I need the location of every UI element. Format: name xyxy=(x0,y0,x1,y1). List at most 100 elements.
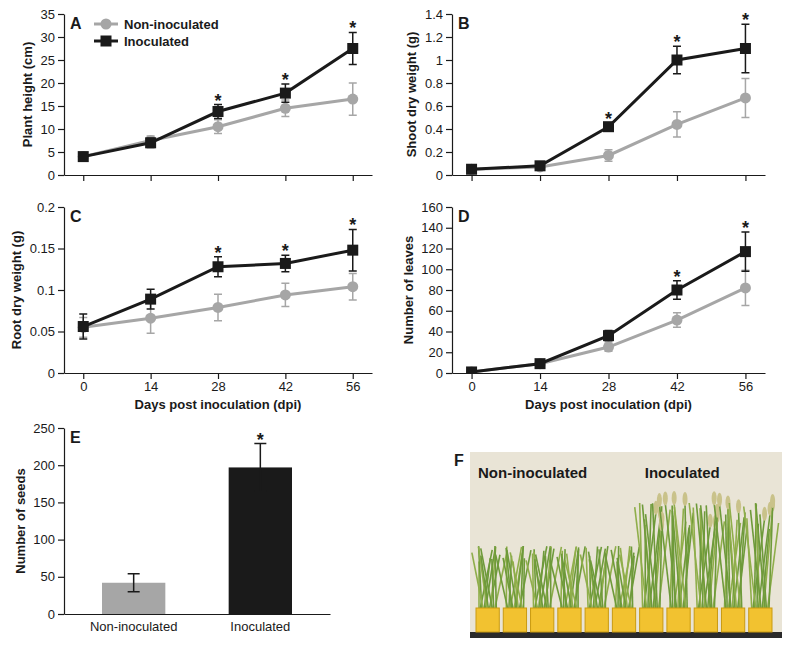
legend-item: Inoculated xyxy=(94,34,189,49)
data-point xyxy=(603,150,614,161)
seed-head xyxy=(708,514,713,528)
y-tick: 40 xyxy=(429,324,452,339)
x-tick xyxy=(151,175,152,181)
y-tick: 0.4 xyxy=(425,122,452,137)
significance-marker: * xyxy=(282,70,289,90)
y-tick: 0 xyxy=(436,168,452,183)
y-tick-mark xyxy=(58,502,64,503)
y-tick-label: 0 xyxy=(436,366,443,381)
leaf xyxy=(760,514,766,608)
data-point xyxy=(347,281,358,292)
y-tick: 50 xyxy=(41,569,64,584)
y-tick-label: 0.2 xyxy=(37,200,55,215)
x-tick-mark xyxy=(745,373,746,379)
data-point xyxy=(603,330,614,341)
data-point xyxy=(466,366,477,373)
x-tick xyxy=(609,175,610,181)
panel: 05101520253035Plant height (cm)***Non-in… xyxy=(20,7,372,183)
series-line xyxy=(472,49,746,170)
y-tick: 0.1 xyxy=(37,283,64,298)
seed-head xyxy=(762,507,767,521)
x-tick xyxy=(353,175,354,181)
panel: 00.20.40.60.811.21.4Shoot dry weight (g)… xyxy=(404,7,765,183)
panel-label: D xyxy=(458,208,470,225)
series xyxy=(78,273,359,337)
data-point xyxy=(740,282,751,293)
legend-marker xyxy=(101,19,112,30)
y-tick-mark xyxy=(446,311,452,312)
x-tick-label: 0 xyxy=(468,379,475,394)
series-line xyxy=(472,252,746,372)
y-tick-mark xyxy=(58,465,64,466)
y-tick-mark xyxy=(58,175,64,176)
y-tick-mark xyxy=(58,248,64,249)
y-axis-title: Number of leaves xyxy=(401,236,416,344)
significance-marker: * xyxy=(742,218,749,238)
y-tick-mark xyxy=(58,539,64,540)
y-tick-mark xyxy=(58,373,64,374)
leaf xyxy=(565,560,577,608)
data-point xyxy=(280,103,291,114)
y-tick-label: 0.4 xyxy=(425,122,443,137)
x-axis: Non-inoculatedInoculated xyxy=(65,615,331,635)
panel-label: E xyxy=(70,429,81,446)
leaf xyxy=(620,548,627,608)
x-axis xyxy=(65,175,373,181)
y-axis-line xyxy=(64,429,65,615)
y-tick-mark xyxy=(446,352,452,353)
y-tick-label: 100 xyxy=(421,262,443,277)
y-tick-mark xyxy=(446,129,452,130)
y-axis-title: Shoot dry weight (g) xyxy=(404,32,419,158)
significance-marker: * xyxy=(349,215,356,235)
panel: Non-inoculatedInoculated050100150200250N… xyxy=(13,421,331,635)
y-tick-mark xyxy=(446,207,452,208)
y-tick: 150 xyxy=(33,495,64,510)
series xyxy=(78,32,359,162)
y-tick-label: 0.8 xyxy=(425,76,443,91)
data-point xyxy=(740,246,751,257)
y-axis-title: Root dry weight (g) xyxy=(9,231,24,349)
plot-marks xyxy=(78,32,359,162)
x-tick xyxy=(540,175,541,181)
y-tick: 0.2 xyxy=(37,200,64,215)
y-axis: 05101520253035 xyxy=(41,7,65,183)
x-tick-mark xyxy=(471,175,472,181)
series xyxy=(466,24,751,174)
panel-label: B xyxy=(458,15,470,32)
x-tick: 14 xyxy=(144,373,158,394)
pot xyxy=(749,608,772,632)
x-tick-label: 56 xyxy=(346,379,360,394)
y-tick-mark xyxy=(446,60,452,61)
y-tick-mark xyxy=(58,207,64,208)
y-tick: 1.4 xyxy=(425,7,452,22)
y-tick-label: 0.2 xyxy=(425,145,443,160)
figure-svg: 05101520253035Plant height (cm)***Non-in… xyxy=(0,0,792,646)
x-tick: 0 xyxy=(468,373,475,394)
y-tick-mark xyxy=(446,14,452,15)
significance-marker: * xyxy=(257,430,264,450)
leaf xyxy=(521,546,523,608)
panel-label: F xyxy=(454,452,464,469)
y-tick-mark xyxy=(446,106,452,107)
leaf xyxy=(659,510,671,608)
leaf xyxy=(550,560,562,608)
leaf xyxy=(550,548,552,608)
y-tick-label: 0 xyxy=(48,366,55,381)
y-tick: 160 xyxy=(421,200,452,215)
x-tick-mark xyxy=(218,175,219,181)
y-tick-label: 0.05 xyxy=(30,324,55,339)
x-tick-mark xyxy=(471,373,472,379)
x-tick-mark xyxy=(540,175,541,181)
data-point xyxy=(78,322,89,333)
leaf xyxy=(589,552,598,608)
y-axis: 050100150200250 xyxy=(33,421,64,622)
leaf xyxy=(577,551,579,608)
plants xyxy=(472,491,779,608)
data-point xyxy=(213,261,224,272)
leaf xyxy=(629,547,640,608)
data-point xyxy=(535,358,546,369)
leaf xyxy=(599,549,603,608)
seed-head xyxy=(770,494,775,508)
data-point xyxy=(535,160,546,171)
y-tick-label: 5 xyxy=(48,145,55,160)
